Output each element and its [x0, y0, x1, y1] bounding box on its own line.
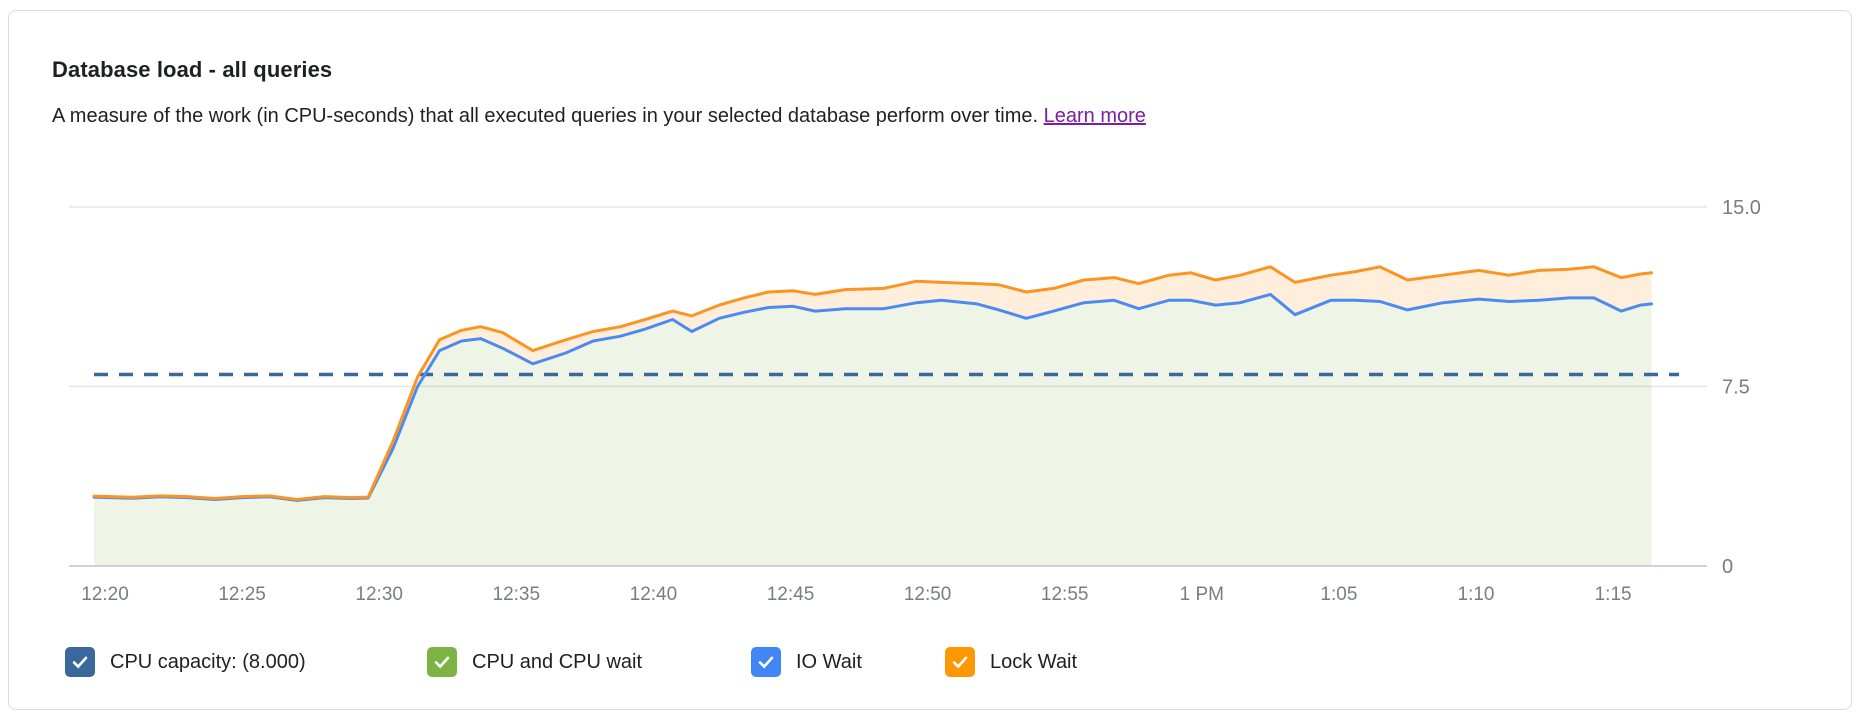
checkmark-icon: [434, 656, 450, 669]
svg-text:12:35: 12:35: [493, 584, 541, 605]
checkmark-icon: [952, 656, 968, 669]
database-load-chart[interactable]: 15.0 7.5 0 12:20 12:25 12:30 12:35 12:40 12:45 12…: [9, 11, 1856, 720]
legend-label: CPU capacity: (8.000): [110, 650, 306, 673]
checkmark-icon: [72, 656, 88, 669]
legend-item-cpu-and-cpu-wait[interactable]: CPU and CPU wait: [427, 645, 642, 679]
legend-label: IO Wait: [796, 650, 862, 673]
checkmark-icon: [758, 656, 774, 669]
legend-label: Lock Wait: [990, 650, 1078, 673]
legend-item-lock-wait[interactable]: Lock Wait: [945, 645, 1077, 679]
page-title: Database load - all queries: [52, 57, 333, 82]
chart-legend: CPU capacity: (8.000) CPU and CPU wait I…: [9, 645, 1851, 681]
svg-text:1:05: 1:05: [1320, 584, 1357, 605]
database-load-card: Database load - all queries A measure of…: [8, 10, 1852, 710]
svg-text:12:40: 12:40: [630, 584, 678, 605]
learn-more-link[interactable]: Learn more: [1043, 105, 1146, 127]
legend-label: CPU and CPU wait: [472, 650, 643, 673]
svg-text:1 PM: 1 PM: [1180, 584, 1224, 605]
svg-text:7.5: 7.5: [1722, 377, 1750, 399]
svg-text:12:50: 12:50: [904, 584, 952, 605]
svg-text:12:20: 12:20: [81, 584, 129, 605]
legend-item-cpu-capacity[interactable]: CPU capacity: (8.000): [65, 645, 306, 679]
io-wait-checkbox[interactable]: [751, 647, 781, 677]
svg-text:12:25: 12:25: [218, 584, 266, 605]
svg-text:1:15: 1:15: [1595, 584, 1632, 605]
cpu-wait-checkbox[interactable]: [427, 647, 457, 677]
chart-description: A measure of the work (in CPU-seconds) t…: [52, 105, 1146, 128]
svg-text:0: 0: [1722, 556, 1733, 578]
svg-text:1:10: 1:10: [1458, 584, 1495, 605]
legend-item-io-wait[interactable]: IO Wait: [751, 645, 862, 679]
svg-text:12:45: 12:45: [767, 584, 815, 605]
cpu-capacity-checkbox[interactable]: [65, 647, 95, 677]
svg-text:12:30: 12:30: [355, 584, 403, 605]
svg-text:12:55: 12:55: [1041, 584, 1089, 605]
lock-wait-checkbox[interactable]: [945, 647, 975, 677]
chart-description-text: A measure of the work (in CPU-seconds) t…: [52, 105, 1039, 127]
svg-text:15.0: 15.0: [1722, 197, 1761, 219]
